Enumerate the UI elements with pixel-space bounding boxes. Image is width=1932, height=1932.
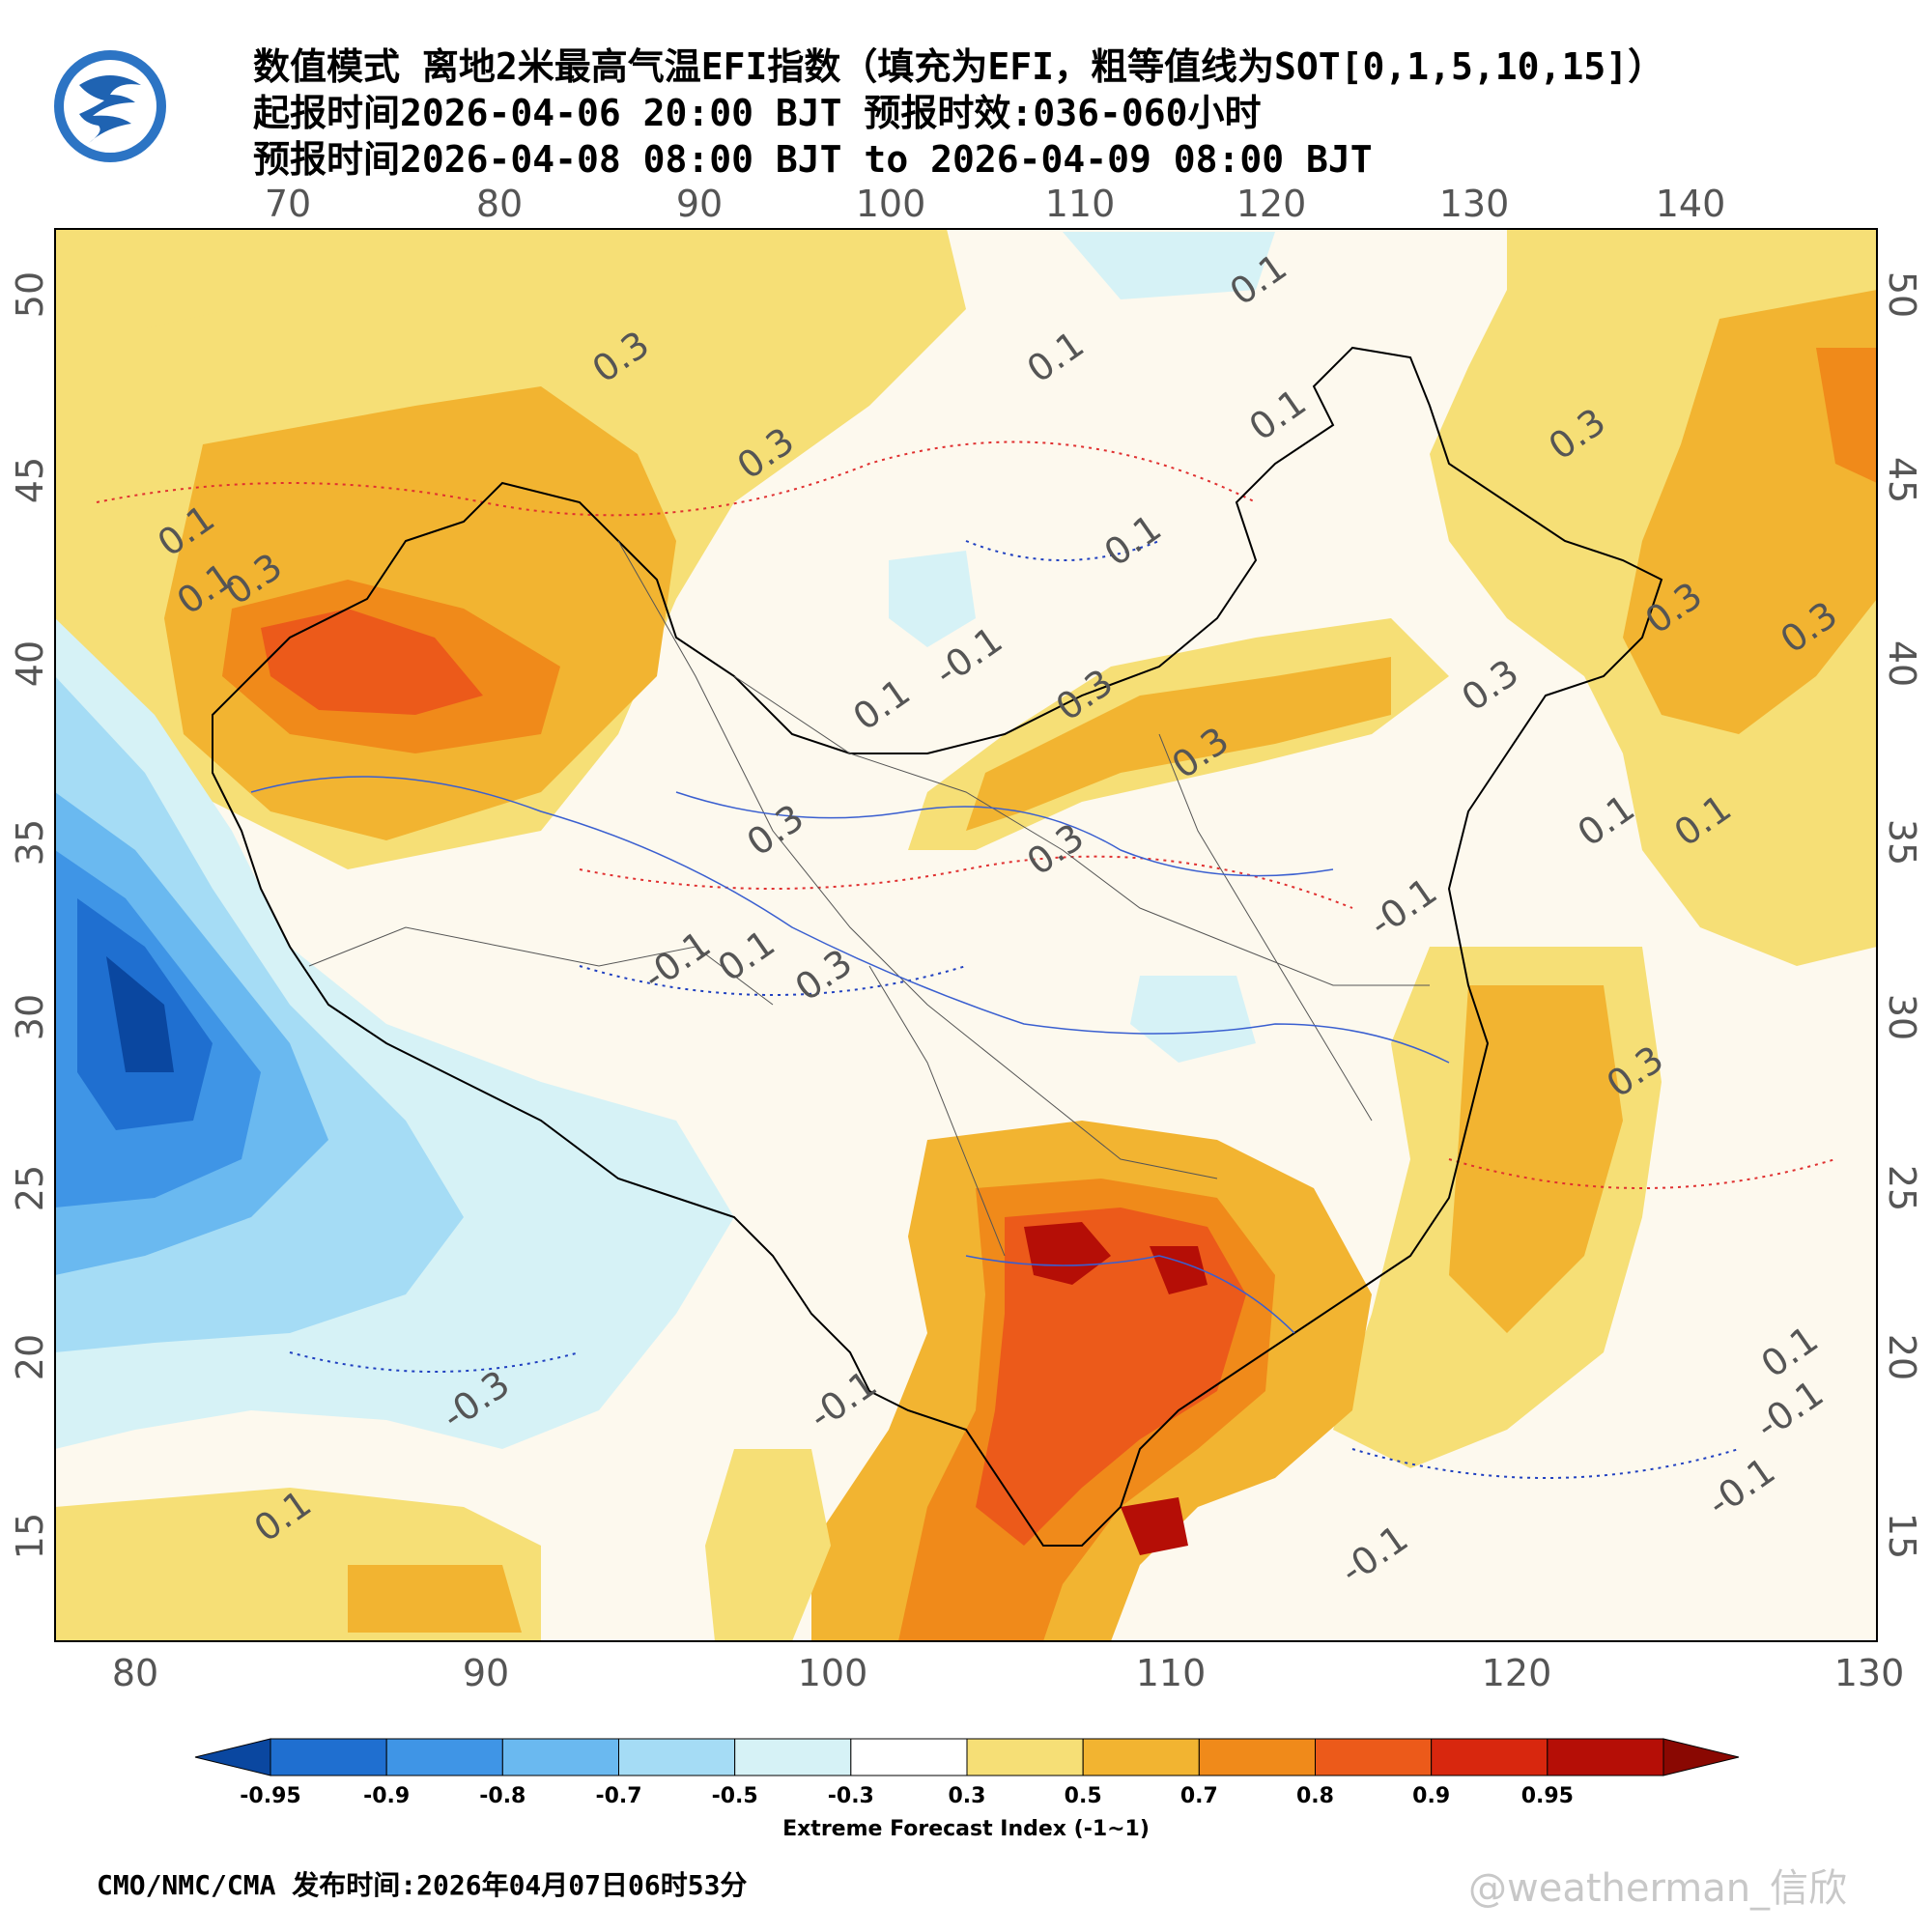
left-lat-tick: 50 [9, 271, 51, 318]
colorbar-swatch [1315, 1738, 1433, 1776]
efi-fill-layer [55, 229, 1877, 1641]
left-lat-tick: 15 [9, 1513, 51, 1559]
colorbar-swatch [966, 1738, 1084, 1776]
colorbar-swatch [1431, 1738, 1548, 1776]
colorbar-swatch [1082, 1738, 1200, 1776]
china-boundary [212, 346, 1663, 1547]
right-lat-tick: 20 [1881, 1334, 1923, 1380]
top-lon-tick: 70 [265, 183, 311, 225]
colorbar-label: 0.7 [1180, 1784, 1218, 1808]
bottom-lon-tick: 120 [1482, 1652, 1552, 1694]
bottom-lon-tick: 100 [798, 1652, 868, 1694]
contour-lines [96, 440, 1836, 1479]
left-lat-tick: 30 [9, 994, 51, 1040]
right-lat-tick: 50 [1881, 271, 1923, 318]
colorbar-label: 0.3 [949, 1784, 986, 1808]
title-line-3: 预报时间2026-04-08 08:00 BJT to 2026-04-09 0… [253, 138, 1373, 181]
cma-logo [54, 50, 166, 162]
left-latitude-ticks: 50 45 40 35 30 25 20 15 [9, 271, 51, 1559]
colorbar-label: 0.95 [1521, 1784, 1574, 1808]
colorbar-swatch [270, 1738, 387, 1776]
colorbar-swatch [1547, 1738, 1664, 1776]
colorbar-swatch [385, 1738, 503, 1776]
left-lat-tick: 40 [9, 640, 51, 687]
bottom-lon-tick: 90 [463, 1652, 509, 1694]
bottom-lon-tick: 110 [1136, 1652, 1207, 1694]
title-line-1: 数值模式 离地2米最高气温EFI指数（填充为EFI，粗等值线为SOT[0,1,5… [253, 45, 1665, 88]
top-lon-tick: 80 [476, 183, 523, 225]
colorbar-min-arrow [194, 1738, 271, 1776]
colorbar-swatch [850, 1738, 968, 1776]
right-lat-tick: 35 [1881, 819, 1923, 866]
colorbar-title: Extreme Forecast Index (-1~1) [782, 1817, 1150, 1841]
province-boundaries [308, 540, 1430, 1257]
colorbar-swatch [618, 1738, 736, 1776]
colorbar-label: -0.3 [828, 1784, 874, 1808]
colorbar-label: -0.8 [479, 1784, 526, 1808]
colorbar-swatch [501, 1738, 619, 1776]
colorbar: -0.95 -0.9 -0.8 -0.7 -0.5 -0.3 0.3 0.5 0.7 0.8 0.9… [194, 1738, 1740, 1808]
footer-text: CMO/NMC/CMA 发布时间:2026年04月07日06时53分 [97, 1869, 748, 1901]
rivers [250, 776, 1450, 1334]
colorbar-label: 0.5 [1065, 1784, 1102, 1808]
left-lat-tick: 45 [9, 457, 51, 503]
map-frame [54, 228, 1878, 1642]
top-lon-tick: 120 [1236, 183, 1307, 225]
colorbar-label: -0.9 [363, 1784, 410, 1808]
left-lat-tick: 25 [9, 1165, 51, 1211]
colorbar-max-arrow [1662, 1738, 1740, 1776]
colorbar-label: -0.7 [595, 1784, 641, 1808]
right-lat-tick: 25 [1881, 1165, 1923, 1211]
title-line-2: 起报时间2026-04-06 20:00 BJT 预报时效:036-060小时 [253, 92, 1262, 134]
right-latitude-ticks: 50 45 40 35 30 25 20 15 [1881, 271, 1923, 1559]
top-lon-tick: 130 [1439, 183, 1510, 225]
left-lat-tick: 20 [9, 1334, 51, 1380]
top-lon-tick: 110 [1045, 183, 1116, 225]
right-lat-tick: 15 [1881, 1513, 1923, 1559]
colorbar-swatch [734, 1738, 852, 1776]
colorbar-label: -0.5 [712, 1784, 758, 1808]
bottom-longitude-ticks: 80 90 100 110 120 130 [112, 1652, 1904, 1694]
top-longitude-ticks: 70 80 90 100 110 120 130 140 [265, 183, 1725, 225]
colorbar-label: 0.8 [1296, 1784, 1334, 1808]
right-lat-tick: 40 [1881, 640, 1923, 687]
right-lat-tick: 45 [1881, 457, 1923, 503]
bottom-lon-tick: 80 [112, 1652, 158, 1694]
left-lat-tick: 35 [9, 819, 51, 866]
top-lon-tick: 90 [676, 183, 723, 225]
top-lon-tick: 140 [1656, 183, 1726, 225]
colorbar-swatch [1198, 1738, 1317, 1776]
colorbar-label: -0.95 [240, 1784, 300, 1808]
top-lon-tick: 100 [856, 183, 926, 225]
watermark-text: @weatherman_信欣 [1468, 1866, 1848, 1911]
colorbar-label: 0.9 [1412, 1784, 1450, 1808]
bottom-lon-tick: 130 [1834, 1652, 1905, 1694]
right-lat-tick: 30 [1881, 994, 1923, 1040]
